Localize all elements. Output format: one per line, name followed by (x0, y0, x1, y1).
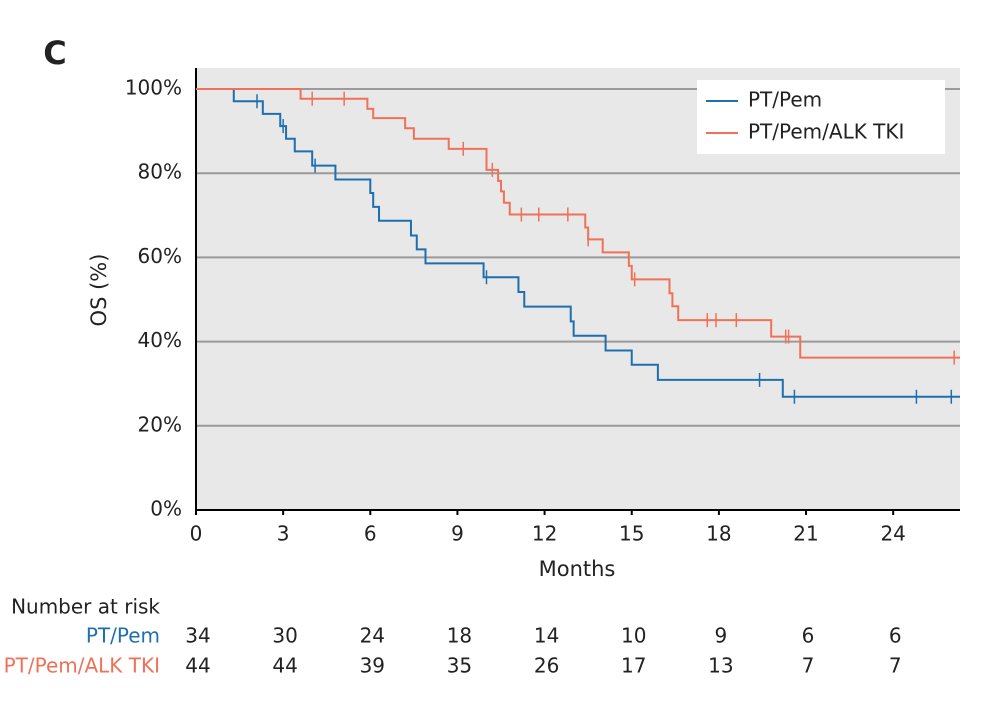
x-tick-label: 18 (706, 522, 731, 546)
y-tick-label: 100% (125, 76, 182, 100)
risk-table-title: Number at risk (11, 595, 160, 619)
x-tick-label: 21 (793, 522, 818, 546)
y-tick-label: 80% (138, 160, 182, 184)
risk-count: 7 (889, 654, 902, 678)
risk-row-label: PT/Pem/ALK TKI (4, 654, 160, 678)
risk-count: 34 (185, 624, 210, 648)
survival-curve (196, 88, 960, 359)
risk-count: 26 (534, 654, 559, 678)
risk-count: 9 (715, 624, 728, 648)
y-tick-label: 20% (138, 412, 182, 436)
risk-row-label: PT/Pem (86, 624, 160, 648)
x-tick-label: 6 (364, 522, 377, 546)
legend-label: PT/Pem (748, 88, 822, 112)
x-tick-label: 3 (277, 522, 290, 546)
risk-count: 35 (447, 654, 472, 678)
x-tick-label: 9 (451, 522, 464, 546)
x-tick-label: 12 (532, 522, 557, 546)
risk-count: 14 (534, 624, 559, 648)
survival-curve (196, 88, 960, 398)
legend-label: PT/Pem/ALK TKI (748, 120, 904, 144)
x-tick-label: 0 (190, 522, 203, 546)
risk-count: 39 (360, 654, 385, 678)
risk-count: 6 (802, 624, 815, 648)
y-tick-label: 60% (138, 244, 182, 268)
risk-count: 24 (360, 624, 385, 648)
y-tick-label: 0% (150, 497, 182, 521)
risk-count: 30 (272, 624, 297, 648)
risk-count: 44 (272, 654, 297, 678)
risk-count: 6 (889, 624, 902, 648)
legend-box (697, 80, 945, 154)
risk-count: 7 (802, 654, 815, 678)
risk-count: 10 (621, 624, 646, 648)
y-tick-label: 40% (138, 328, 182, 352)
risk-count: 17 (621, 654, 646, 678)
risk-count: 13 (708, 654, 733, 678)
x-axis-label: Months (539, 557, 616, 581)
x-tick-label: 15 (619, 522, 644, 546)
x-tick-label: 24 (880, 522, 905, 546)
risk-count: 44 (185, 654, 210, 678)
risk-count: 18 (447, 624, 472, 648)
panel-label: C (43, 34, 66, 72)
y-axis-label: OS (%) (87, 254, 111, 327)
